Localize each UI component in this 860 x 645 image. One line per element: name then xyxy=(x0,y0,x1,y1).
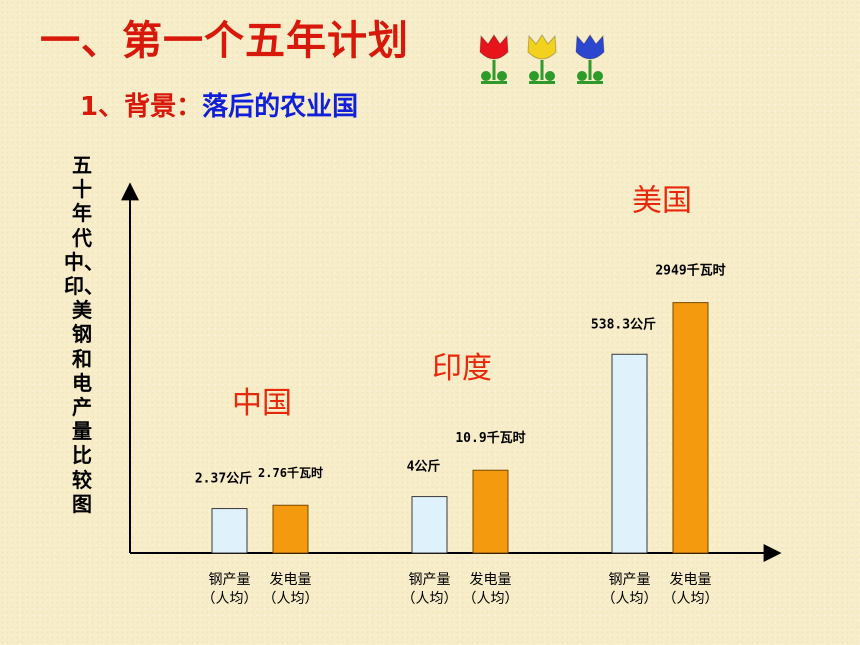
country-label-2: 美国 xyxy=(632,184,692,219)
bar-axis-label: 发电量（人均） xyxy=(463,572,519,607)
bar-value-label: 10.9千瓦时 xyxy=(455,430,525,446)
bar-value-label: 2949千瓦时 xyxy=(655,263,725,279)
tulip-icon xyxy=(479,34,509,84)
power-bar-1 xyxy=(472,469,509,554)
power-bar-0 xyxy=(272,504,309,554)
power-bar-2 xyxy=(672,302,709,554)
subtitle-value: 落后的农业国 xyxy=(202,92,359,122)
bar-value-label: 538.3公斤 xyxy=(591,316,656,332)
country-label-0: 中国 xyxy=(232,386,292,421)
steel-bar-2 xyxy=(611,353,648,554)
slide-title: 一、第一个五年计划 xyxy=(40,18,409,64)
tulip-flowers-icon xyxy=(479,34,605,84)
bar-axis-label: 钢产量（人均） xyxy=(202,572,258,607)
steel-bar-0 xyxy=(211,508,248,554)
subtitle-label: 1、背景： xyxy=(80,92,203,122)
tulip-icon xyxy=(527,34,557,84)
country-label-1: 印度 xyxy=(432,351,492,386)
bar-value-label: 2.37公斤 xyxy=(195,471,252,487)
chart-vertical-title: 五十年代中、印、美钢和电产量比较图 xyxy=(64,153,104,516)
bar-axis-label: 钢产量（人均） xyxy=(402,572,458,607)
bar-axis-label: 发电量（人均） xyxy=(663,572,719,607)
tulip-icon xyxy=(575,34,605,84)
background-subtitle: 1、背景：落后的农业国 xyxy=(80,86,358,123)
bar-axis-label: 发电量（人均） xyxy=(263,572,319,607)
steel-bar-1 xyxy=(411,496,448,554)
bar-value-label: 4公斤 xyxy=(407,459,441,475)
bar-value-label: 2.76千瓦时 xyxy=(258,465,323,480)
bar-axis-label: 钢产量（人均） xyxy=(602,572,658,607)
